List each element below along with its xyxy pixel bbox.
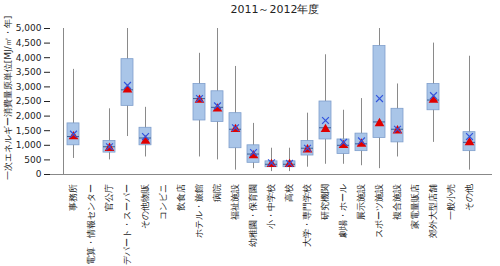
svg-text:飲食店: 飲食店 (176, 184, 186, 211)
html-text:一次エネルギー消費量原単位[MJ/㎡・年]: 一次エネルギー消費量原単位[MJ/㎡・年] (2, 15, 13, 181)
svg-text:コンビニ: コンビニ (158, 184, 168, 220)
svg-text:展示施設: 展示施設 (356, 184, 366, 220)
svg-text:1,000: 1,000 (16, 140, 42, 150)
svg-text:研究機関: 研究機関 (320, 184, 330, 220)
svg-text:小・中学校: 小・中学校 (266, 184, 276, 229)
svg-text:その他: その他 (464, 184, 474, 211)
svg-text:3,500: 3,500 (16, 67, 42, 77)
svg-text:1,500: 1,500 (16, 126, 42, 136)
svg-text:高校: 高校 (284, 184, 294, 202)
svg-text:病院: 病院 (212, 184, 222, 202)
svg-text:家電量販店: 家電量販店 (410, 184, 420, 229)
svg-text:電算・情報センター: 電算・情報センター (86, 184, 96, 265)
svg-text:ホテル・旅館: ホテル・旅館 (194, 184, 204, 238)
svg-text:複合施設: 複合施設 (392, 184, 402, 220)
svg-text:その他物販: その他物販 (140, 184, 150, 229)
svg-text:官公庁: 官公庁 (104, 184, 114, 211)
svg-text:事務所: 事務所 (68, 184, 78, 211)
svg-text:デパート・スーパー: デパート・スーパー (122, 184, 132, 265)
svg-text:福祉施設: 福祉施設 (230, 184, 240, 220)
svg-text:5,000: 5,000 (16, 23, 42, 33)
svg-text:劇場・ホール: 劇場・ホール (338, 184, 348, 238)
svg-text:大学・専門学校: 大学・専門学校 (302, 184, 312, 247)
svg-text:4,500: 4,500 (16, 38, 42, 48)
html-text:2011～2012年度: 2011～2012年度 (230, 3, 320, 16)
svg-text:2,000: 2,000 (16, 111, 42, 121)
svg-text:郊外大型店舗: 郊外大型店舗 (428, 184, 438, 238)
svg-text:500: 500 (24, 155, 41, 165)
svg-text:スポーツ施設: スポーツ施設 (374, 184, 384, 238)
svg-text:一般小売: 一般小売 (446, 184, 456, 220)
svg-text:4,000: 4,000 (16, 53, 42, 63)
svg-text:3,000: 3,000 (16, 82, 42, 92)
svg-text:幼稚園・保育園: 幼稚園・保育園 (248, 184, 258, 247)
svg-text:2,500: 2,500 (16, 96, 42, 106)
svg-text:0: 0 (36, 169, 42, 179)
